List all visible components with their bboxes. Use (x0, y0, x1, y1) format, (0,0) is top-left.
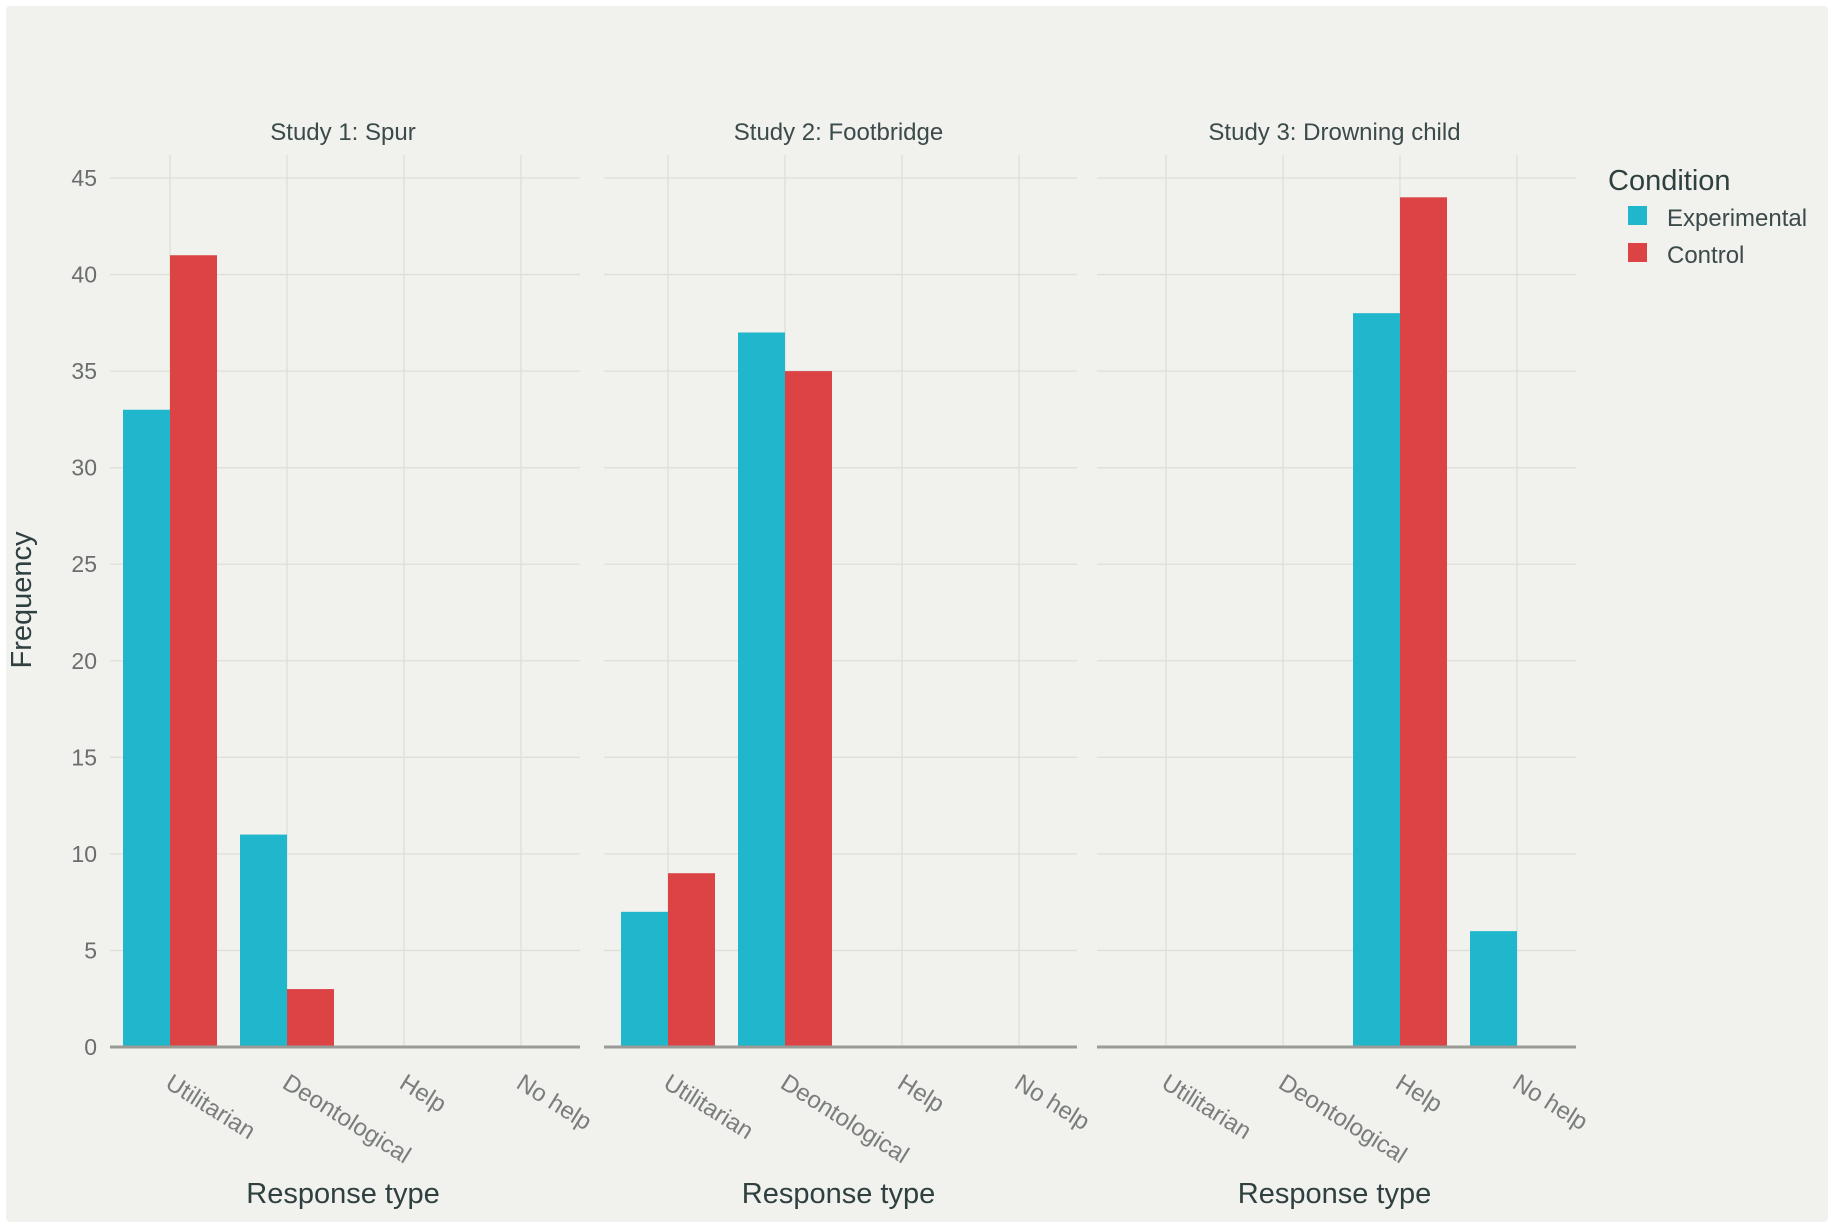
panel-title: Study 1: Spur (270, 119, 415, 146)
x-tick-label: Help (1391, 1069, 1447, 1118)
legend-swatch-control (1628, 243, 1647, 262)
y-tick-label: 5 (84, 937, 97, 963)
x-tick-label: Utilitarian (1157, 1069, 1256, 1145)
panel-2: Study 2: Footbridge Utilitarian Deontologi… (604, 119, 1094, 1210)
bar-experimental-utilitarian (123, 409, 170, 1047)
x-tick-label: Deontological (278, 1069, 416, 1169)
panel-title: Study 2: Footbridge (734, 119, 943, 146)
y-tick-label: 20 (71, 648, 97, 674)
bar-control-help (1400, 197, 1447, 1048)
y-tick-label: 40 (71, 262, 97, 288)
bar-control-deontological (287, 989, 334, 1047)
panel-1: Study 1: Spur Utilitarian DeontologicalHel… (110, 119, 596, 1210)
x-tick-label: Help (893, 1069, 949, 1118)
bar-control-utilitarian (668, 873, 715, 1047)
y-tick-label: 30 (71, 455, 97, 481)
x-tick-label: No help (512, 1069, 596, 1136)
bar-control-deontological (785, 371, 832, 1048)
bar-experimental-deontological (240, 834, 287, 1047)
bar-control-utilitarian (170, 255, 217, 1047)
bar-experimental-deontological (738, 332, 785, 1047)
panel-title: Study 3: Drowning child (1208, 119, 1460, 146)
x-tick-label: Deontological (1274, 1069, 1412, 1169)
bar-experimental-help (1353, 313, 1400, 1048)
x-tick-label: Utilitarian (659, 1069, 758, 1145)
y-tick-label: 15 (71, 744, 97, 770)
bar-experimental-no-help (1470, 931, 1517, 1047)
x-axis-title: Response type (742, 1178, 935, 1210)
y-tick-label: 45 (71, 165, 97, 191)
x-tick-label: No help (1508, 1069, 1592, 1136)
legend-label-experimental: Experimental (1667, 205, 1807, 232)
panel-3: Study 3: Drowning child Utilitarian Deonto… (1097, 119, 1592, 1210)
legend: Condition Experimental Control (1608, 165, 1807, 269)
x-axis-title: Response type (246, 1178, 439, 1210)
y-tick-label: 10 (71, 841, 97, 867)
x-tick-label: Deontological (776, 1069, 914, 1169)
legend-title: Condition (1608, 165, 1731, 197)
x-tick-label: No help (1010, 1069, 1094, 1136)
bar-experimental-utilitarian (621, 911, 668, 1047)
legend-swatch-experimental (1628, 206, 1647, 225)
x-axis-title: Response type (1238, 1178, 1431, 1210)
x-tick-label: Utilitarian (161, 1069, 260, 1145)
y-tick-label: 25 (71, 551, 97, 577)
y-axis-title: Frequency (6, 531, 38, 669)
y-tick-label: 0 (84, 1034, 97, 1060)
y-tick-label: 35 (71, 358, 97, 384)
legend-label-control: Control (1667, 242, 1744, 269)
x-tick-label: Help (395, 1069, 451, 1118)
